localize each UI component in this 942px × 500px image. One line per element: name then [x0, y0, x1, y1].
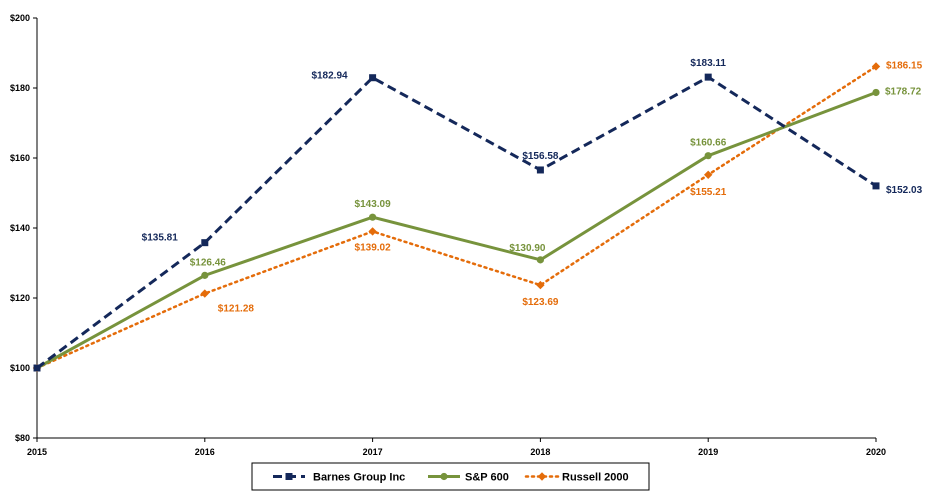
data-label-barnes: $183.11	[690, 58, 726, 69]
y-tick-label: $180	[10, 83, 30, 93]
y-tick-label: $120	[10, 293, 30, 303]
data-label-sp600: $126.46	[190, 257, 227, 268]
data-label-barnes: $156.58	[522, 151, 559, 162]
chart-series	[32, 62, 881, 373]
y-tick-label: $80	[15, 433, 30, 443]
chart-axes: $80 $100 $120 $140 $160 $180 $200 2015 2016 2017 2…	[10, 13, 886, 457]
data-point-russell	[200, 289, 209, 298]
data-point-barnes	[201, 239, 209, 247]
chart-legend: Barnes Group Inc S&P 600 Russell 2000	[251, 462, 650, 491]
data-point-sp600	[536, 256, 545, 264]
legend-label-barnes: Barnes Group Inc	[313, 472, 405, 484]
data-point-sp600	[201, 271, 209, 279]
data-label-sp600: $143.09	[355, 199, 392, 210]
data-label-russell: $121.28	[218, 304, 255, 315]
x-tick-label: 2017	[363, 447, 383, 457]
data-label-russell: $155.21	[690, 187, 727, 198]
data-point-sp600	[704, 152, 712, 160]
data-point-sp600	[872, 88, 880, 97]
data-point-barnes	[369, 74, 377, 82]
series-line-sp600	[36, 91, 877, 370]
data-label-sp600: $130.90	[509, 243, 546, 254]
data-point-russell	[536, 280, 545, 290]
series-line-barnes	[36, 75, 877, 370]
data-point-russell	[871, 62, 881, 71]
legend-label-russell: Russell 2000	[562, 472, 629, 484]
data-point-barnes	[536, 166, 544, 174]
legend-marker-sp600	[440, 472, 448, 481]
data-label-barnes: $182.94	[311, 71, 348, 82]
data-point-barnes	[33, 364, 41, 372]
x-tick-label: 2016	[195, 447, 215, 457]
x-tick-label: 2015	[27, 447, 47, 457]
data-label-russell: $186.15	[886, 60, 923, 71]
y-tick-label: $200	[10, 13, 30, 23]
data-label-sp600: $178.72	[885, 86, 922, 97]
data-point-barnes	[704, 73, 712, 81]
chart-data-labels: $135.81 $182.94 $156.58 $183.11 $152.03 $126.…	[142, 58, 923, 314]
legend-label-sp600: S&P 600	[465, 472, 509, 484]
legend-marker-russell	[537, 472, 547, 481]
legend-marker-barnes	[285, 473, 293, 480]
data-label-russell: $123.69	[522, 297, 559, 308]
data-point-barnes	[872, 182, 880, 190]
y-tick-label: $100	[10, 363, 30, 373]
data-point-russell	[704, 170, 713, 179]
x-tick-label: 2018	[530, 447, 550, 457]
x-tick-label: 2020	[866, 447, 886, 457]
data-point-sp600	[369, 213, 377, 221]
data-label-barnes: $152.03	[886, 185, 923, 196]
data-point-russell	[368, 227, 377, 236]
data-label-russell: $139.02	[355, 242, 392, 253]
x-tick-label: 2019	[698, 447, 718, 457]
data-label-sp600: $160.66	[690, 138, 727, 149]
data-label-barnes: $135.81	[142, 233, 179, 244]
y-tick-label: $140	[10, 223, 30, 233]
series-line-russell	[35, 65, 878, 370]
y-tick-label: $160	[10, 153, 30, 163]
